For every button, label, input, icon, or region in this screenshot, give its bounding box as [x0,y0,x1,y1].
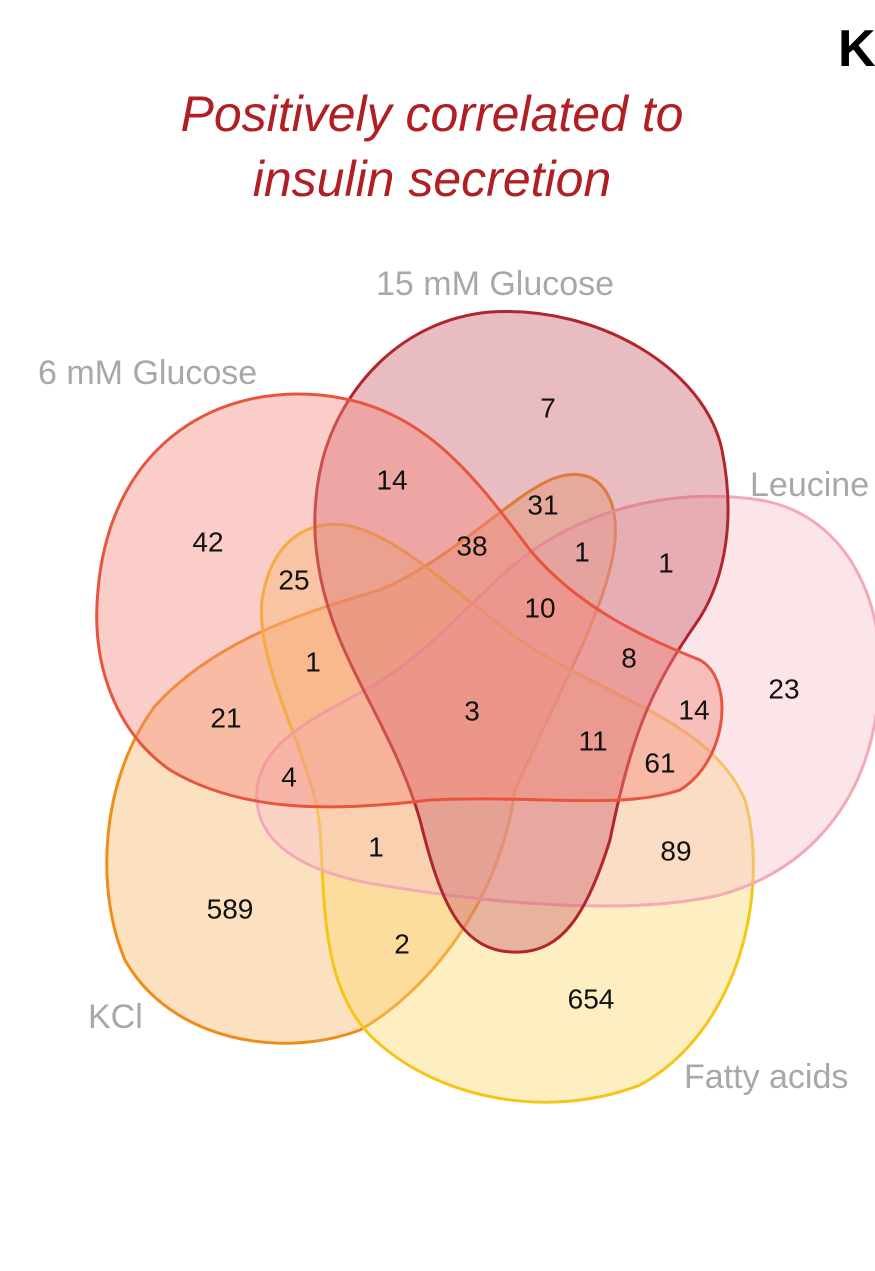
count-g6-leu-kcl: 4 [281,762,297,793]
set-shape-g6 [95,392,724,809]
count-g6-g15: 14 [376,465,407,496]
count-g15-leu-kcl: 1 [574,537,590,568]
count-g6-fa: 25 [278,565,309,596]
set-shape-fa [259,522,755,1104]
set-label-fatty-acids: Fatty acids [684,1058,848,1096]
count-g15-kcl: 31 [527,490,558,521]
title-line-2: insulin secretion [253,151,612,207]
count-g6-g15-leu-fa: 11 [578,726,607,757]
set-label-leucine: Leucine [750,466,869,504]
count-g15-leu: 1 [658,548,674,579]
set-label-g15: 15 mM Glucose [376,265,614,303]
count-g6-leu: 14 [678,695,709,726]
count-g6-fa-kcl: 1 [305,647,321,678]
count-g6-g15-kcl: 38 [456,531,487,562]
count-fa-kcl: 2 [394,929,410,960]
count-g6-leu-fa: 61 [644,748,675,779]
count-leu-fa: 89 [660,836,691,867]
count-g6-only: 42 [192,527,223,558]
panel-letter: K [838,20,875,78]
set-label-g6: 6 mM Glucose [38,354,257,392]
count-kcl-only: 589 [207,894,254,925]
count-g6-g15-leu-kcl: 10 [524,593,555,624]
count-g6-kcl: 21 [210,703,241,734]
count-g15-only: 7 [540,393,556,424]
set-shape-g15 [313,309,730,954]
count-g6-g15-leu: 8 [621,643,637,674]
count-all-five: 3 [464,696,480,727]
count-leu-only: 23 [768,674,799,705]
count-leu-fa-kcl: 1 [368,832,384,863]
set-label-kcl: KCl [88,998,143,1036]
set-shapes [95,309,875,1104]
title-line-1: Positively correlated to [180,86,683,142]
count-fa-only: 654 [568,984,615,1015]
region-counts: 7 14 42 31 38 1 1 25 10 1 8 23 21 3 14 1… [192,393,799,1015]
